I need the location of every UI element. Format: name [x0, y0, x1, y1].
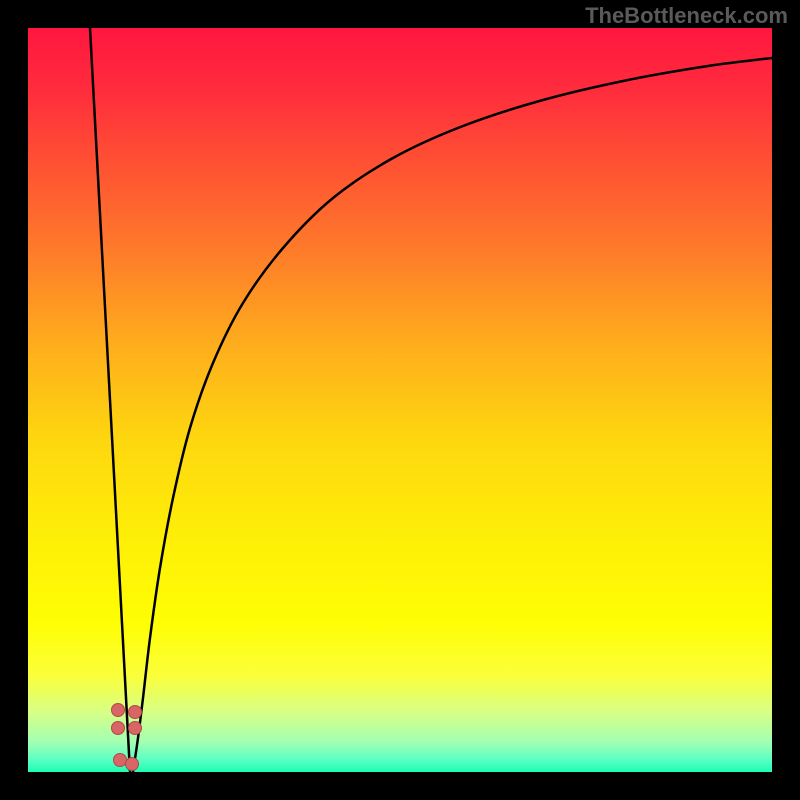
- plot-area: [28, 28, 772, 772]
- data-point-marker: [128, 705, 142, 719]
- chart-container: TheBottleneck.com: [0, 0, 800, 800]
- curve-layer: [28, 28, 772, 772]
- data-point-marker: [111, 703, 125, 717]
- curve-right-branch: [133, 58, 772, 772]
- data-point-marker: [111, 721, 125, 735]
- watermark-text: TheBottleneck.com: [585, 3, 788, 29]
- data-point-marker: [125, 757, 139, 771]
- data-point-marker: [128, 721, 142, 735]
- curve-left-branch: [90, 28, 130, 772]
